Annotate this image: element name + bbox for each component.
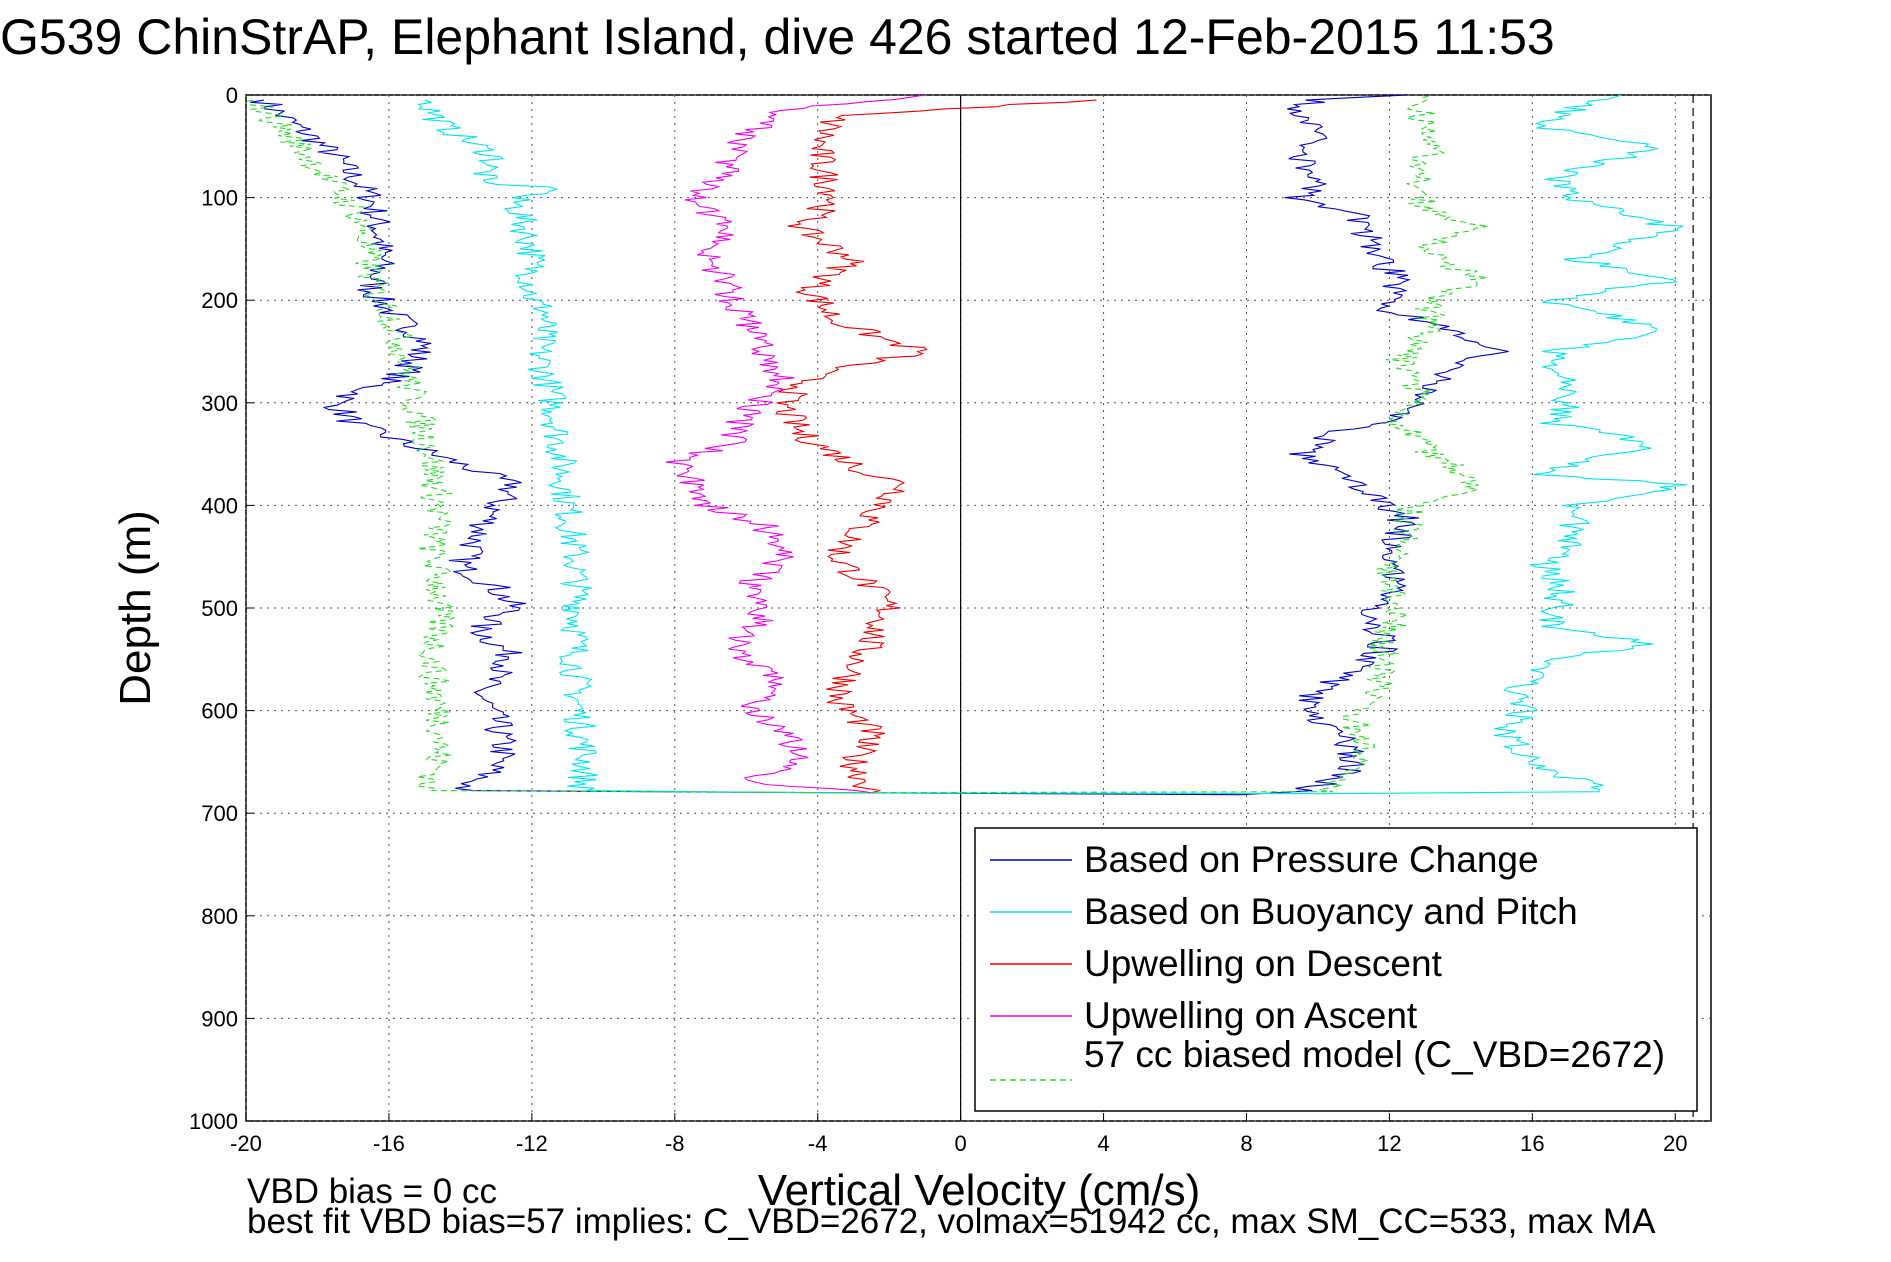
footer-line-2: best fit VBD bias=57 implies: C_VBD=2672…: [247, 1202, 1656, 1241]
legend-label: 57 cc biased model (C_VBD=2672): [1084, 1034, 1665, 1075]
y-tick-label: 900: [201, 1006, 238, 1031]
y-tick-label: 1000: [189, 1109, 238, 1134]
x-tick-labels: -20 -16 -12 -8 -4 0 4 8 12 16 20: [230, 1131, 1687, 1156]
y-tick-label: 100: [201, 186, 238, 211]
y-tick-label: 600: [201, 699, 238, 724]
x-tick-label: 12: [1377, 1131, 1401, 1156]
x-tick-label: 4: [1097, 1131, 1109, 1156]
series-line: [417, 95, 1688, 795]
series-line: [246, 95, 1489, 794]
x-tick-label: -8: [665, 1131, 685, 1156]
series-line: [665, 95, 925, 794]
chart-title: G539 ChinStrAP, Elephant Island, dive 42…: [0, 9, 1555, 65]
x-tick-label: -4: [808, 1131, 828, 1156]
x-tick-label: -20: [230, 1131, 262, 1156]
reference-lines: [960, 95, 1694, 1121]
y-tick-label: 800: [201, 904, 238, 929]
legend-label: Upwelling on Ascent: [1084, 995, 1418, 1036]
x-tick-label: 8: [1240, 1131, 1252, 1156]
y-tick-label: 0: [226, 83, 238, 108]
x-tick-label: 20: [1663, 1131, 1687, 1156]
y-axis-label: Depth (m): [111, 510, 160, 706]
legend-label: Based on Buoyancy and Pitch: [1084, 891, 1578, 932]
series-line: [775, 99, 1097, 794]
y-tick-label: 500: [201, 596, 238, 621]
legend-entries: Based on Pressure Change Based on Buoyanc…: [990, 839, 1665, 1081]
x-tick-label: -16: [373, 1131, 405, 1156]
footer-line-1: VBD bias = 0 cc: [247, 1172, 497, 1211]
x-tick-label: 16: [1520, 1131, 1544, 1156]
y-tick-label: 200: [201, 288, 238, 313]
y-tick-label: 400: [201, 493, 238, 518]
y-tick-labels: 0 100 200 300 400 500 600 700 800 900 1000: [189, 83, 238, 1134]
legend-label: Upwelling on Descent: [1084, 943, 1443, 984]
y-tick-label: 700: [201, 801, 238, 826]
legend-label: Based on Pressure Change: [1084, 839, 1539, 880]
series-lines: [246, 95, 1688, 796]
x-tick-label: -12: [516, 1131, 548, 1156]
legend: Based on Pressure Change Based on Buoyanc…: [974, 827, 1698, 1112]
y-tick-label: 300: [201, 391, 238, 416]
legend-box: [974, 827, 1698, 1112]
x-axis-label: Vertical Velocity (cm/s): [758, 1166, 1201, 1215]
x-tick-label: 0: [955, 1131, 967, 1156]
